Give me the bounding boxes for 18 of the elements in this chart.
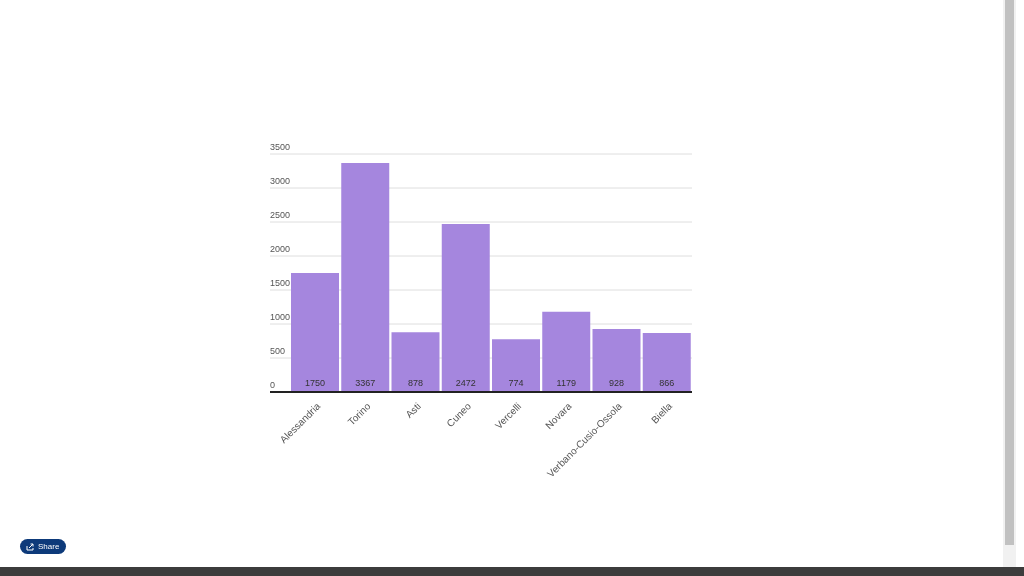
y-tick-label: 3500 xyxy=(270,142,291,152)
x-tick-label: Asti xyxy=(403,400,423,421)
data-label: 774 xyxy=(508,378,524,388)
data-label: 3367 xyxy=(355,378,376,388)
data-label: 878 xyxy=(407,378,424,388)
y-tick-label: 500 xyxy=(270,346,286,356)
share-button: Share xyxy=(20,539,66,554)
data-label: 1179 xyxy=(556,378,576,388)
data-label: 1750 xyxy=(304,378,326,388)
data-label: 928 xyxy=(608,378,625,388)
y-tick-label: 2500 xyxy=(270,210,291,220)
data-label: 2472 xyxy=(455,378,476,388)
y-tick-label: 1000 xyxy=(270,312,291,322)
y-tick-label: 2000 xyxy=(270,244,291,254)
data-label: 866 xyxy=(659,378,675,388)
y-tick-label: 1500 xyxy=(270,278,291,288)
y-tick-label: 0 xyxy=(270,380,276,390)
y-tick-label: 3000 xyxy=(270,176,291,186)
